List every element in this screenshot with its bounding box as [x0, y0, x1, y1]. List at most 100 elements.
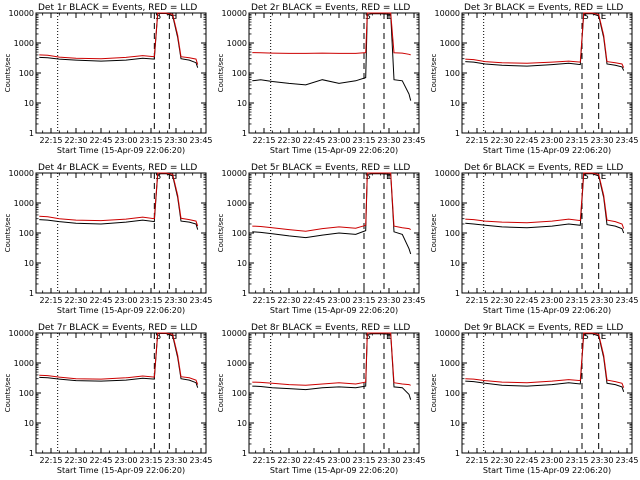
- x-tick-label: 23:15: [565, 456, 588, 465]
- chart-title: Det 8r BLACK = Events, RED = LLD: [251, 323, 410, 333]
- y-tick-label: 1: [29, 449, 34, 458]
- x-tick-label: 23:45: [402, 456, 425, 465]
- x-tick-label: 23:45: [615, 136, 638, 145]
- plot-frame: [35, 332, 207, 454]
- y-tick-label: 10: [237, 259, 247, 268]
- events-series-line: [465, 173, 625, 234]
- x-tick-label: 23:30: [377, 456, 400, 465]
- y-tick-label: 100: [232, 229, 247, 238]
- interval-marker-label: E: [386, 12, 392, 22]
- interval-marker-label: E: [601, 332, 607, 342]
- interval-marker-label: S: [365, 172, 371, 182]
- interval-marker-label: E: [386, 172, 392, 182]
- x-tick-label: 23:15: [352, 456, 375, 465]
- x-tick-label: 23:00: [114, 456, 137, 465]
- x-tick-label: 23:00: [114, 136, 137, 145]
- chart-title: Det 3r BLACK = Events, RED = LLD: [464, 3, 623, 13]
- chart-svg: Det 6r BLACK = Events, RED = LLD 1 10 100 10…: [430, 163, 639, 315]
- y-axis-label: Counts/sec: [4, 54, 12, 93]
- y-tick-label: 1: [242, 129, 247, 138]
- x-tick-label: 22:30: [490, 296, 513, 305]
- x-tick-label: 22:15: [252, 136, 275, 145]
- y-tick-label: 1: [29, 129, 34, 138]
- lld-series-line: [465, 172, 625, 229]
- lld-series-line: [252, 332, 411, 386]
- y-tick-label: 1000: [440, 199, 460, 208]
- y-axis-label: Counts/sec: [217, 54, 225, 93]
- interval-marker-label: S: [365, 332, 371, 342]
- x-tick-label: 23:00: [327, 456, 350, 465]
- y-axis-label: Counts/sec: [4, 374, 12, 413]
- y-tick-label: 1000: [227, 39, 247, 48]
- interval-marker-label: E: [171, 332, 177, 342]
- y-axis-label: Counts/sec: [430, 374, 438, 413]
- detector-panel-7: Det 7r BLACK = Events, RED = LLD 1 10 100 10…: [0, 320, 213, 480]
- x-tick-label: 23:00: [327, 136, 350, 145]
- x-tick-label: 23:30: [590, 456, 613, 465]
- lld-series-line: [39, 12, 199, 65]
- x-tick-label: 22:45: [302, 136, 325, 145]
- y-tick-label: 100: [232, 389, 247, 398]
- y-axis-label: Counts/sec: [430, 54, 438, 93]
- chart-svg: Det 7r BLACK = Events, RED = LLD 1 10 100 10…: [4, 323, 213, 475]
- y-tick-label: 1000: [227, 199, 247, 208]
- interval-marker-label: E: [601, 12, 607, 22]
- chart-title: Det 6r BLACK = Events, RED = LLD: [464, 163, 623, 173]
- y-tick-label: 1000: [14, 359, 34, 368]
- detector-panel-3: Det 3r BLACK = Events, RED = LLD 1 10 100 10…: [426, 0, 639, 160]
- y-tick-label: 10000: [9, 329, 34, 338]
- x-tick-label: 23:45: [189, 136, 212, 145]
- x-tick-label: 23:30: [377, 296, 400, 305]
- interval-marker-label: E: [171, 12, 177, 22]
- x-tick-label: 23:30: [590, 296, 613, 305]
- x-tick-label: 23:45: [189, 296, 212, 305]
- x-tick-label: 22:15: [39, 296, 62, 305]
- interval-marker-label: E: [171, 172, 177, 182]
- y-tick-label: 100: [19, 229, 34, 238]
- x-axis-label: Start Time (15-Apr-09 22:06:20): [483, 306, 611, 315]
- y-tick-label: 1000: [440, 359, 460, 368]
- x-tick-label: 23:15: [139, 296, 162, 305]
- y-tick-label: 10: [450, 99, 460, 108]
- interval-marker-label: S: [365, 12, 371, 22]
- x-tick-label: 23:15: [352, 296, 375, 305]
- x-axis-label: Start Time (15-Apr-09 22:06:20): [270, 306, 398, 315]
- x-tick-label: 22:15: [252, 456, 275, 465]
- lld-series-line: [465, 332, 625, 388]
- lld-series-line: [252, 12, 411, 56]
- plot-frame: [461, 12, 633, 134]
- chart-svg: Det 2r BLACK = Events, RED = LLD 1 10 100 10…: [217, 3, 426, 155]
- lld-series-line: [252, 172, 411, 232]
- x-tick-label: 22:45: [89, 136, 112, 145]
- y-tick-label: 100: [445, 389, 460, 398]
- chart-svg: Det 5r BLACK = Events, RED = LLD 1 10 100 10…: [217, 163, 426, 315]
- x-tick-label: 22:45: [515, 136, 538, 145]
- x-axis-label: Start Time (15-Apr-09 22:06:20): [270, 466, 398, 475]
- events-series-line: [252, 173, 412, 255]
- plot-frame: [35, 12, 207, 134]
- x-tick-label: 22:15: [465, 456, 488, 465]
- x-tick-label: 22:30: [64, 296, 87, 305]
- x-axis-label: Start Time (15-Apr-09 22:06:20): [483, 466, 611, 475]
- x-tick-label: 23:30: [164, 296, 187, 305]
- chart-title: Det 1r BLACK = Events, RED = LLD: [38, 3, 197, 13]
- x-tick-label: 22:30: [277, 136, 300, 145]
- y-tick-label: 10: [24, 419, 34, 428]
- x-tick-label: 22:45: [302, 456, 325, 465]
- interval-marker-label: E: [386, 332, 392, 342]
- detector-panel-8: Det 8r BLACK = Events, RED = LLD 1 10 100 10…: [213, 320, 426, 480]
- x-tick-label: 23:15: [139, 456, 162, 465]
- x-tick-label: 22:45: [515, 456, 538, 465]
- y-tick-label: 100: [19, 389, 34, 398]
- detector-panel-9: Det 9r BLACK = Events, RED = LLD 1 10 100 10…: [426, 320, 639, 480]
- chart-svg: Det 4r BLACK = Events, RED = LLD 1 10 100 10…: [4, 163, 213, 315]
- y-tick-label: 1000: [14, 199, 34, 208]
- x-tick-label: 23:00: [540, 296, 563, 305]
- events-series-line: [465, 333, 625, 392]
- x-tick-label: 22:45: [302, 296, 325, 305]
- x-tick-label: 23:00: [114, 296, 137, 305]
- x-tick-label: 23:30: [164, 456, 187, 465]
- plot-frame: [248, 332, 420, 454]
- y-tick-label: 1000: [14, 39, 34, 48]
- x-tick-label: 23:30: [164, 136, 187, 145]
